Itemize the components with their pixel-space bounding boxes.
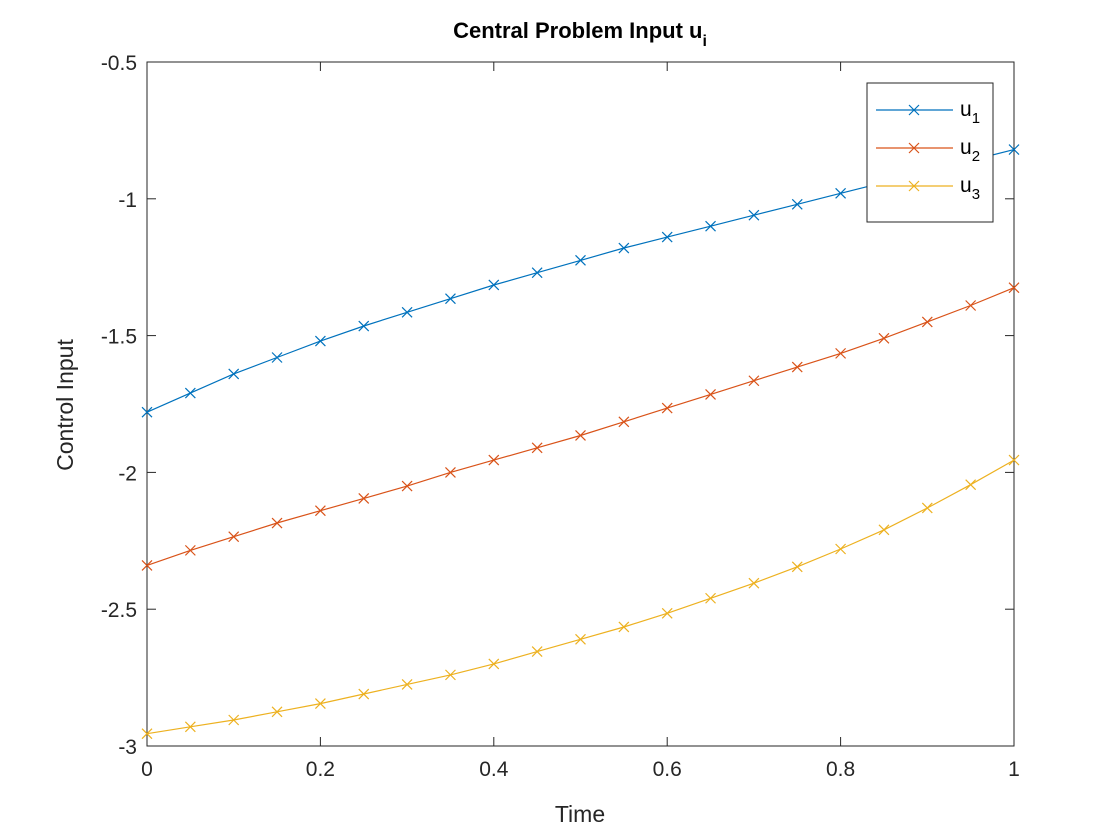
data-point — [878, 332, 890, 344]
data-point — [488, 658, 500, 670]
y-tick-label: -2.5 — [101, 599, 137, 622]
data-point — [445, 466, 456, 478]
data-point — [575, 430, 586, 441]
x-axis-title: Time — [555, 801, 605, 827]
data-point — [314, 335, 326, 347]
data-point — [141, 406, 153, 418]
series-u2 — [141, 282, 1020, 571]
data-point — [661, 607, 673, 619]
chart-title-subscript: i — [702, 33, 706, 50]
x-tick-label: 0 — [141, 758, 153, 781]
data-point — [748, 209, 760, 221]
data-point — [531, 442, 543, 454]
x-tick-label: 0.6 — [653, 758, 682, 781]
data-point — [358, 492, 370, 504]
data-point — [184, 387, 196, 399]
data-point — [401, 306, 413, 318]
data-point — [575, 633, 586, 645]
y-tick-label: -2 — [118, 462, 137, 485]
data-point — [401, 480, 413, 492]
data-point — [488, 279, 500, 291]
legend-label-text: u — [960, 136, 972, 159]
data-point — [184, 544, 196, 556]
legend-label-text: u — [960, 174, 972, 197]
data-point — [358, 320, 370, 332]
y-tick-label: -0.5 — [101, 52, 137, 75]
legend-label: u1 — [960, 98, 980, 127]
legend-label: u3 — [960, 174, 980, 203]
data-point — [878, 524, 890, 536]
y-tick-label: -1 — [118, 189, 137, 212]
data-point — [791, 361, 803, 373]
y-tick-label: -1.5 — [101, 326, 137, 349]
data-point — [488, 454, 500, 466]
legend-box — [866, 82, 994, 223]
chart-title-text: Central Problem Input u — [453, 18, 702, 43]
data-point — [531, 267, 543, 279]
data-point — [835, 543, 847, 555]
x-tick-label: 0.2 — [306, 758, 335, 781]
data-point — [271, 706, 283, 718]
data-point — [618, 416, 630, 428]
data-point — [401, 679, 413, 690]
data-point — [965, 300, 977, 311]
x-tick-label: 1 — [1008, 758, 1020, 781]
data-point — [618, 621, 630, 633]
data-point — [141, 728, 153, 740]
data-point — [271, 517, 283, 529]
data-point — [835, 347, 847, 359]
x-tick-label: 0.8 — [826, 758, 855, 781]
data-point — [358, 688, 370, 700]
data-point — [835, 187, 847, 199]
data-point — [965, 479, 977, 491]
legend-marker — [908, 104, 920, 116]
data-point — [228, 531, 240, 543]
data-point — [531, 646, 543, 658]
ticks-layer: 0 0.2 0.4 0.6 0.8 1 -3 -2.5 -2 -1.5 -1 -0.5 — [101, 52, 1020, 781]
y-axis-title: Control Input — [52, 339, 78, 471]
legend-marker — [908, 180, 920, 192]
data-point — [228, 714, 240, 726]
legend-label-subscript: 1 — [972, 110, 980, 127]
data-point — [1008, 282, 1020, 294]
data-point — [748, 375, 760, 387]
chart-title: Central Problem Input ui — [453, 18, 707, 50]
data-point — [921, 502, 933, 514]
y-tick-label: -3 — [118, 736, 137, 759]
data-point — [575, 254, 586, 266]
data-point — [705, 592, 716, 604]
data-point — [661, 402, 673, 414]
data-point — [314, 698, 326, 710]
data-point — [791, 561, 803, 573]
data-point — [1008, 454, 1020, 466]
data-point — [661, 231, 673, 243]
data-point — [228, 368, 240, 380]
data-point — [141, 559, 153, 571]
legend-label-subscript: 3 — [972, 186, 980, 203]
data-point — [921, 316, 933, 328]
legend-label-text: u — [960, 98, 972, 121]
data-point — [705, 220, 716, 232]
data-point — [618, 242, 630, 254]
data-point — [184, 721, 196, 733]
legend-marker — [908, 142, 920, 154]
series-u3 — [141, 454, 1020, 740]
legend-label: u2 — [960, 136, 980, 165]
data-point — [748, 577, 760, 589]
data-point — [445, 669, 456, 681]
data-point — [314, 505, 326, 517]
data-point — [705, 388, 716, 400]
data-point — [445, 293, 456, 305]
data-point — [271, 352, 283, 363]
data-point — [791, 198, 803, 210]
x-tick-label: 0.4 — [479, 758, 509, 781]
legend-label-subscript: 2 — [972, 148, 980, 165]
data-point — [1008, 144, 1020, 155]
